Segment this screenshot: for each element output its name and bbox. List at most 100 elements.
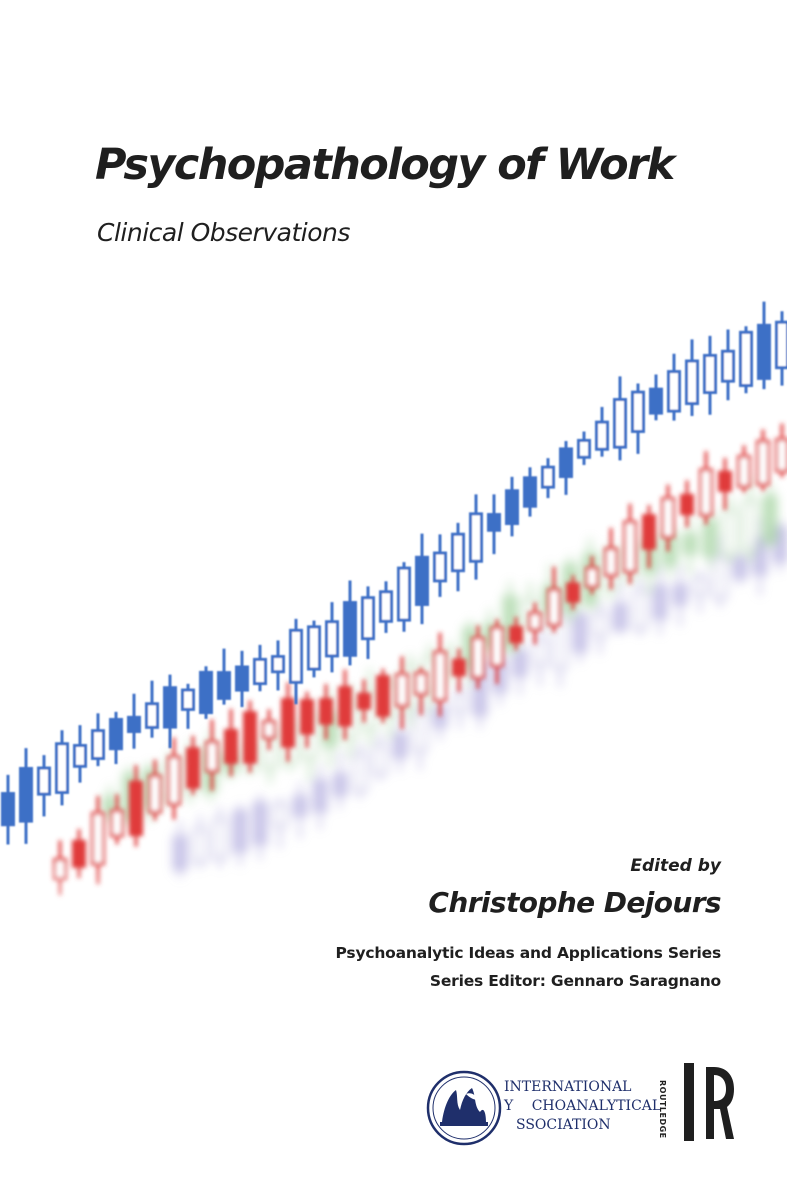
purple-candle-body-24: [652, 584, 668, 620]
red-candle-body-38: [775, 437, 787, 473]
blue-candle-body-20: [361, 596, 375, 641]
red-candle-body-27: [566, 582, 580, 603]
blue-candle-body-35: [631, 390, 645, 433]
purple-candle-body-28: [732, 555, 748, 580]
red-candle-body-18: [395, 673, 409, 708]
red-candle-body-26: [547, 588, 561, 627]
series-editor: Series Editor: Gennaro Saragnano: [429, 972, 721, 990]
blue-candle-body-9: [163, 686, 177, 729]
purple-candle-body-22: [612, 603, 628, 631]
blue-candle-body-36: [649, 387, 663, 415]
purple-candle-body-12: [412, 710, 428, 752]
blue-candle-body-15: [271, 655, 285, 674]
red-candle-body-10: [243, 711, 257, 764]
blue-candle-body-0: [1, 792, 15, 827]
candlestick-artwork: [1, 301, 787, 896]
red-candle-body-36: [737, 455, 751, 488]
purple-candle-body-2: [212, 818, 228, 859]
red-candle-body-5: [148, 774, 162, 814]
ipa-line-2-word: CHOANALYTICAL: [531, 1098, 662, 1114]
purple-candle-body-27: [712, 555, 728, 600]
blue-candle-body-27: [487, 513, 501, 532]
red-candle-body-37: [756, 439, 770, 486]
blue-candle-body-26: [469, 512, 483, 563]
red-candle-body-24: [509, 625, 523, 644]
red-candle-body-34: [699, 468, 713, 517]
purple-candle-body-4: [252, 801, 268, 846]
blue-candle-body-24: [433, 551, 447, 583]
red-candle-body-29: [604, 547, 618, 577]
blue-candle-body-10: [181, 688, 195, 711]
red-candle-body-17: [376, 675, 390, 717]
blue-candle-body-11: [199, 670, 213, 715]
red-candle-body-35: [718, 470, 732, 492]
ipa-seal-icon: [426, 1070, 502, 1146]
blue-candle-body-5: [91, 729, 105, 760]
green-candle-body-28: [662, 533, 678, 567]
edited-by-label: Edited by: [630, 856, 721, 876]
purple-candle-body-23: [632, 589, 648, 630]
blue-candle-body-17: [307, 625, 321, 671]
red-candle-body-6: [167, 755, 181, 806]
red-candle-body-12: [281, 698, 295, 748]
blue-candle-body-2: [37, 766, 51, 796]
purple-candle-body-21: [592, 611, 608, 638]
blue-candle-body-40: [721, 349, 735, 383]
red-candle-body-16: [357, 692, 371, 710]
ipa-line-2-letter: Y: [504, 1098, 514, 1114]
purple-candle-body-6: [292, 795, 308, 817]
blue-candle-body-23: [415, 555, 429, 606]
green-candle-body-31: [722, 509, 738, 556]
red-candle-body-8: [205, 740, 219, 773]
blue-candle-body-31: [559, 447, 573, 479]
blue-candle-body-39: [703, 353, 717, 394]
red-candle-body-3: [110, 809, 124, 838]
red-candle-body-32: [661, 496, 675, 539]
purple-candle-body-20: [572, 613, 588, 653]
green-candle-body-33: [762, 494, 778, 544]
red-candle-body-9: [224, 728, 238, 764]
blue-candle-body-33: [595, 420, 609, 451]
blue-candle-body-19: [343, 601, 357, 657]
purple-candle-body-8: [332, 772, 348, 797]
editor-name: Christophe Dejours: [428, 886, 721, 919]
red-candle-body-30: [623, 520, 637, 574]
red-candle-body-13: [300, 699, 314, 735]
purple-candle-body-3: [232, 809, 248, 853]
purple-candle-body-25: [672, 583, 688, 606]
candlestick-illustration: [0, 300, 787, 940]
purple-candle-body-14: [452, 693, 468, 713]
purple-candle-body-26: [692, 577, 708, 596]
purple-candle-body-17: [512, 649, 528, 678]
red-candle-body-19: [414, 671, 428, 696]
blue-candle-body-43: [775, 320, 787, 370]
ipa-line-3: SSOCIATION: [516, 1117, 611, 1133]
purple-candle-body-7: [312, 778, 328, 813]
blue-candle-body-21: [379, 590, 393, 623]
red-candle-body-23: [490, 626, 504, 668]
blue-candle-body-4: [73, 744, 87, 768]
blue-candle-body-28: [505, 489, 519, 526]
red-candle-body-31: [642, 514, 656, 550]
red-candle-body-4: [129, 780, 143, 837]
green-candle-body-32: [742, 499, 758, 553]
red-candle-body-2: [91, 811, 105, 866]
blue-candle-body-7: [127, 715, 141, 734]
blue-candle-body-41: [739, 330, 753, 387]
purple-candle-body-10: [372, 743, 388, 775]
green-candle-body-29: [682, 532, 698, 555]
blue-candle-body-12: [217, 671, 231, 700]
blue-candle-body-22: [397, 566, 411, 622]
red-candle-body-22: [471, 636, 485, 679]
purple-candle-body-18: [532, 638, 548, 667]
routledge-wordmark: ROUTLEDGE: [658, 1080, 667, 1139]
blue-candle-body-8: [145, 702, 159, 729]
book-subtitle: Clinical Observations: [97, 218, 350, 247]
blue-candle-body-13: [235, 665, 249, 692]
green-candle-body-30: [702, 518, 718, 558]
purple-candle-body-11: [392, 732, 408, 759]
ipa-line-1: INTERNATIONAL: [504, 1079, 632, 1095]
blue-candle-body-25: [451, 532, 465, 573]
purple-candle-body-9: [352, 753, 368, 792]
